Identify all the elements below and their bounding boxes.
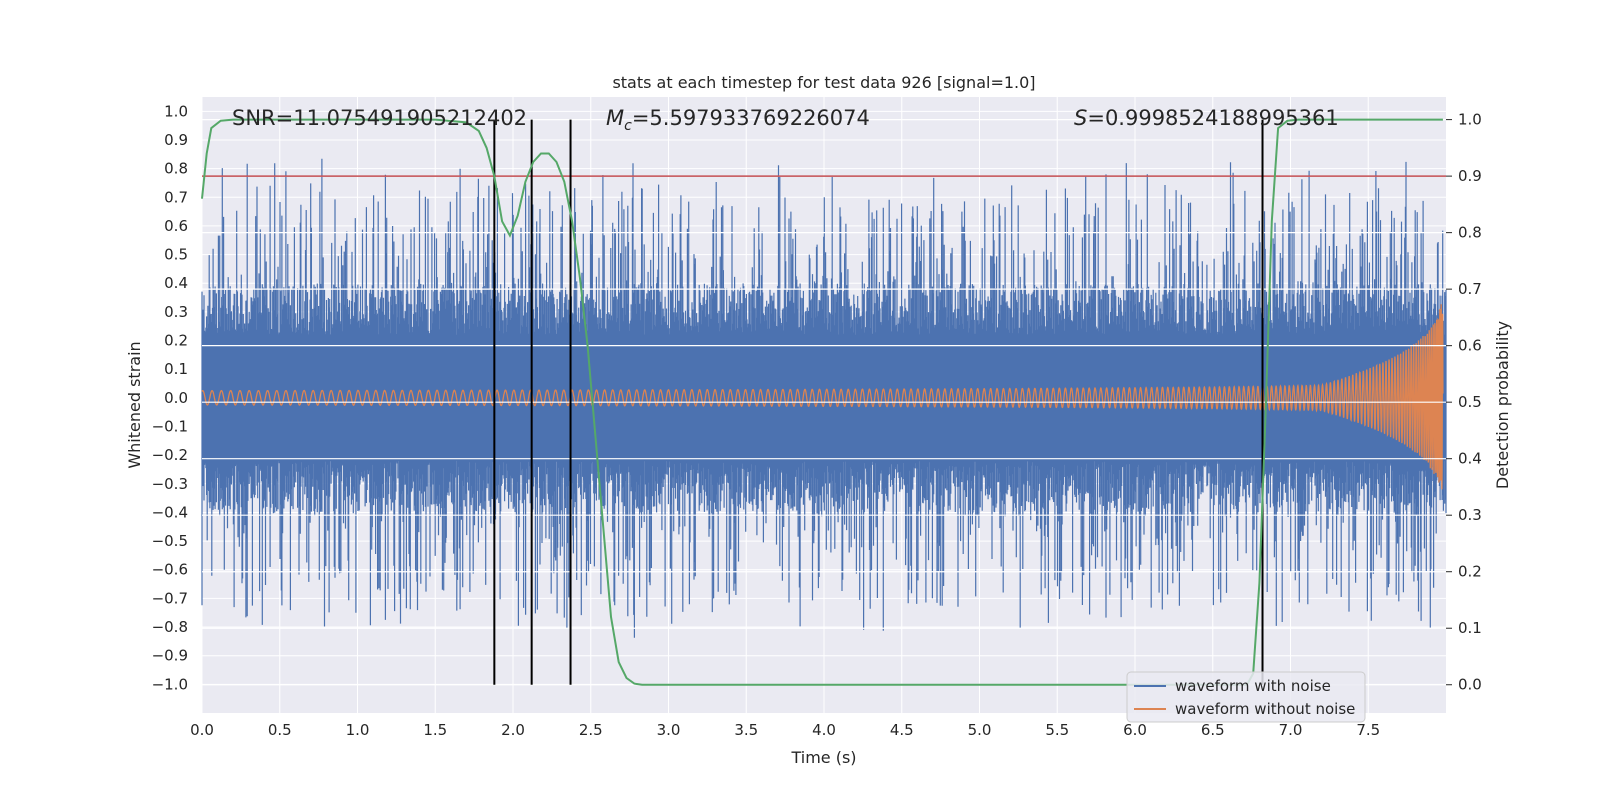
y2-tick-label: 0.7 <box>1458 280 1482 298</box>
x-tick-label: 0.0 <box>190 721 214 739</box>
y2-tick-label: 0.8 <box>1458 224 1482 242</box>
y-tick-label: −0.6 <box>152 561 188 579</box>
x-tick-label: 1.5 <box>423 721 447 739</box>
legend-box <box>1126 671 1366 723</box>
y2-tick-label: 0.5 <box>1458 393 1482 411</box>
y-axis-ticks: 1.0 0.9 0.8 0.7 0.6 0.5 0.4 0.3 0.2 0.1 0.0 −0.1 −0.… <box>152 102 188 693</box>
y-tick-label: −0.7 <box>152 589 188 607</box>
x-tick-label: 7.5 <box>1356 721 1380 739</box>
chirp-mass-value: =5.597933769226074 <box>632 106 870 130</box>
y2-tick-label: 0.2 <box>1458 563 1482 581</box>
x-tick-label: 4.5 <box>890 721 914 739</box>
score-annotation: S=0.9998524188995361 <box>1074 106 1339 130</box>
series-waveform-without-noise <box>201 304 1444 490</box>
y-tick-label: −0.1 <box>152 417 188 435</box>
chart-title: stats at each timestep for test data 926… <box>612 73 1035 92</box>
y-tick-label: 0.9 <box>164 131 188 149</box>
x-tick-label: 4.0 <box>812 721 836 739</box>
legend-label-with-noise: waveform with noise <box>1175 677 1331 695</box>
y-tick-label: 0.8 <box>164 160 188 178</box>
y-tick-label: 0.3 <box>164 303 188 321</box>
y2-tick-label: 0.3 <box>1458 506 1482 524</box>
x-tick-label: 1.0 <box>346 721 370 739</box>
y2-tick-label: 1.0 <box>1458 111 1482 129</box>
chirp-mass-symbol: M <box>606 106 624 130</box>
chirp-mass-annotation: Mc=5.597933769226074 <box>606 106 870 134</box>
y-tick-label: 0.0 <box>164 389 188 407</box>
x-tick-label: 3.0 <box>657 721 681 739</box>
chirp-mass-subscript: c <box>624 118 632 134</box>
y2-tick-label: 0.4 <box>1458 450 1482 468</box>
legend: waveform with noise waveform without noi… <box>1126 671 1366 723</box>
y2-tick-label: 0.1 <box>1458 619 1482 637</box>
y2-tick-label: 0.6 <box>1458 337 1482 355</box>
y-tick-label: 0.1 <box>164 360 188 378</box>
y-tick-label: −0.9 <box>152 647 188 665</box>
y-tick-label: 0.4 <box>164 274 188 292</box>
y-tick-label: −1.0 <box>152 675 188 693</box>
x-axis-title: Time (s) <box>790 748 856 767</box>
y-tick-label: −0.5 <box>152 532 188 550</box>
x-tick-label: 6.0 <box>1123 721 1147 739</box>
snr-annotation: SNR=11.075491905212402 <box>232 106 527 130</box>
y-tick-label: −0.3 <box>152 475 188 493</box>
y-tick-label: −0.4 <box>152 503 188 521</box>
x-tick-label: 5.5 <box>1045 721 1069 739</box>
y-axis-title: Whitened strain <box>125 341 144 468</box>
x-tick-label: 7.0 <box>1279 721 1303 739</box>
y-tick-label: 0.6 <box>164 217 188 235</box>
series-detection-probability <box>201 118 1443 686</box>
y-tick-label: −0.2 <box>152 446 188 464</box>
x-tick-label: 5.0 <box>968 721 992 739</box>
y2-axis-title: Detection probability <box>1493 321 1512 489</box>
y-tick-label: 0.7 <box>164 188 188 206</box>
y2-tick-label: 0.0 <box>1458 676 1482 694</box>
y-tick-label: 0.5 <box>164 246 188 264</box>
y-tick-label: −0.8 <box>152 618 188 636</box>
y2-tick-label: 0.9 <box>1458 167 1482 185</box>
x-tick-label: 2.0 <box>501 721 525 739</box>
x-axis-ticks: 0.0 0.5 1.0 1.5 2.0 2.5 3.0 3.5 4.0 4.5 5.0 5.5 6.0 6… <box>190 721 1380 739</box>
chirp-waveform-path <box>201 304 1444 490</box>
y2-axis-ticks: 1.0 0.9 0.8 0.7 0.6 0.5 0.4 0.3 0.2 0.1 0.0 <box>1446 111 1482 694</box>
legend-label-without-noise: waveform without noise <box>1175 700 1355 718</box>
x-tick-label: 2.5 <box>579 721 603 739</box>
x-tick-label: 0.5 <box>268 721 292 739</box>
x-tick-label: 3.5 <box>734 721 758 739</box>
y-tick-label: 1.0 <box>164 102 188 120</box>
y-tick-label: 0.2 <box>164 332 188 350</box>
x-tick-label: 6.5 <box>1201 721 1225 739</box>
score-symbol: S <box>1074 106 1087 130</box>
score-value: =0.9998524188995361 <box>1087 106 1338 130</box>
